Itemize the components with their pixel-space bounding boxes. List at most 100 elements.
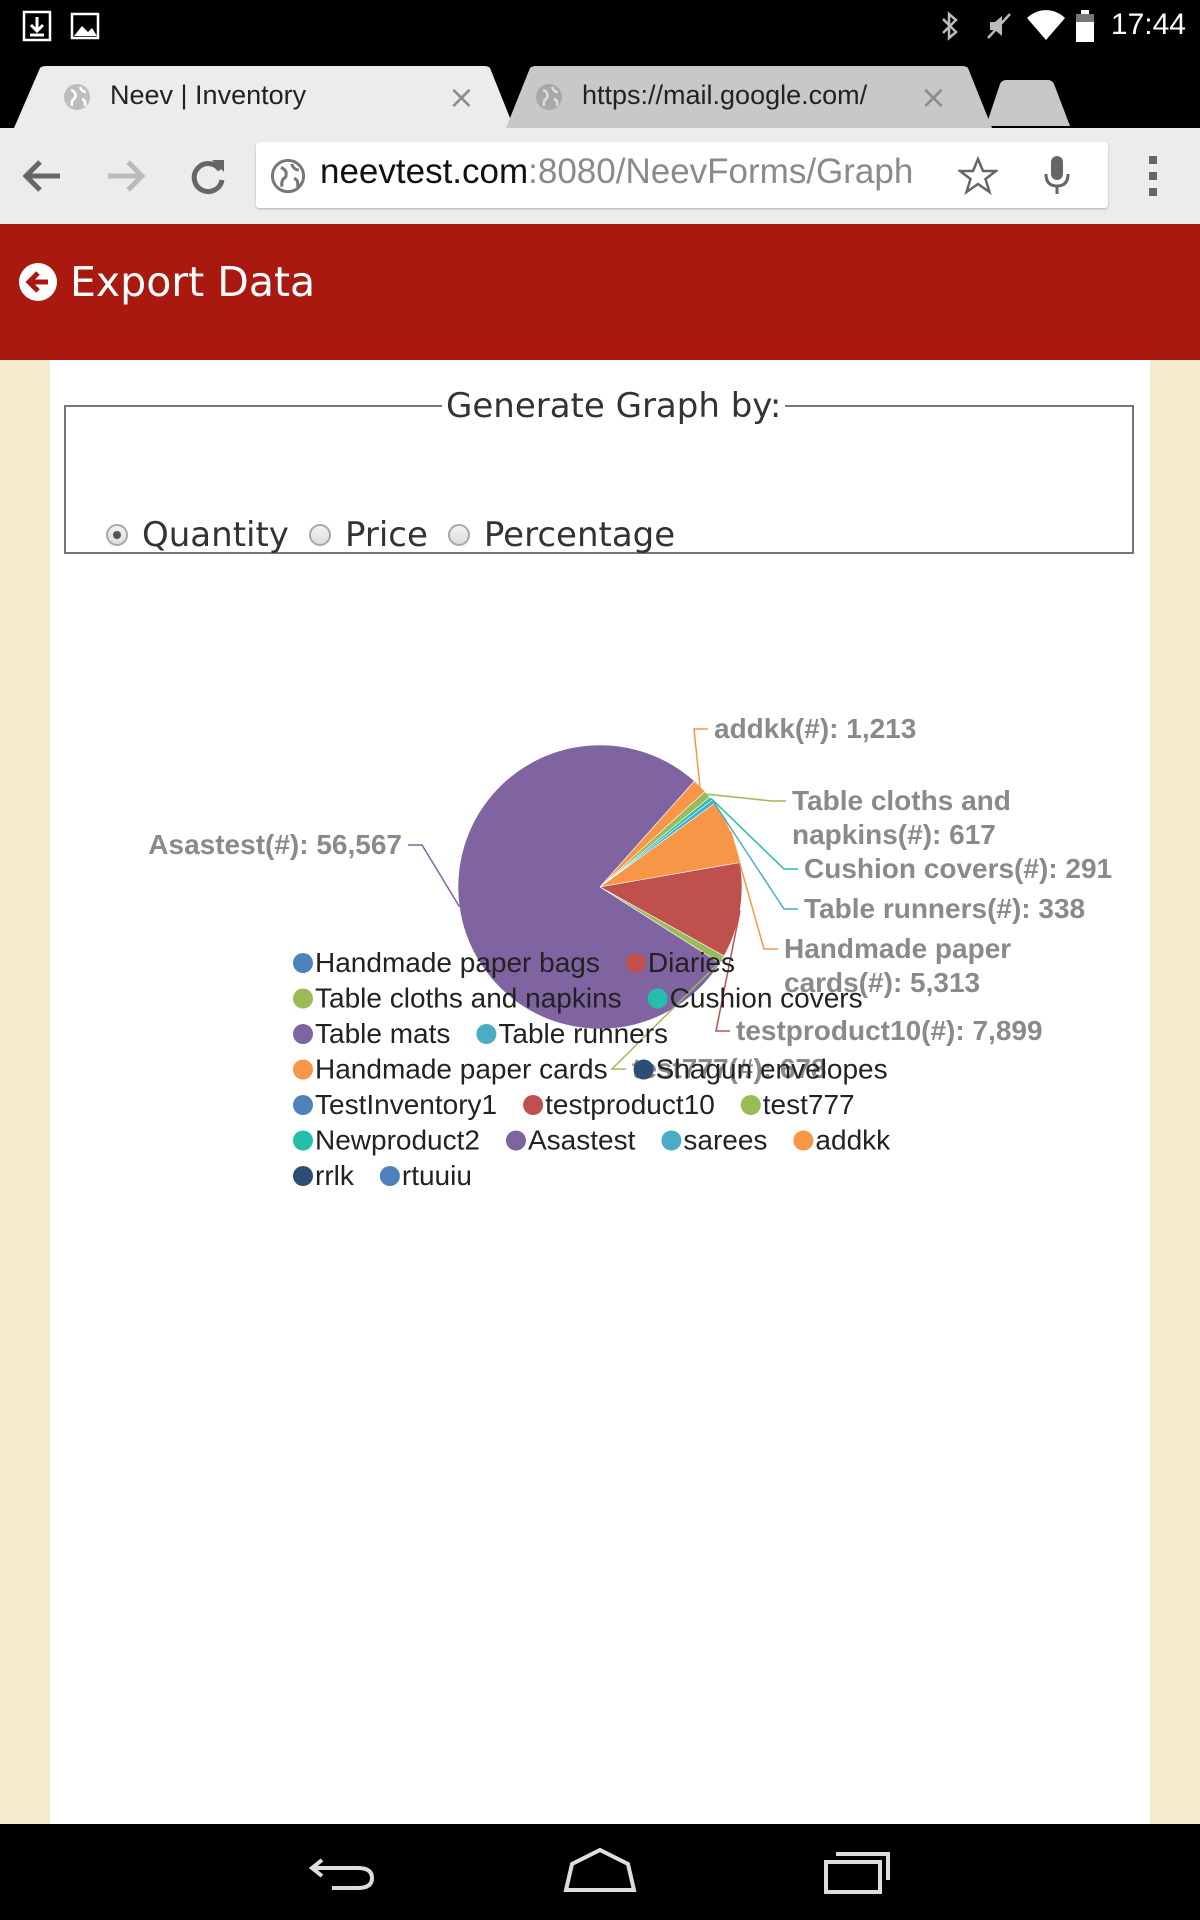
url-path: :8080/NeevForms/Graph — [528, 152, 914, 191]
data-label-line: napkins(#): 617 — [792, 819, 996, 850]
globe-icon — [64, 84, 90, 110]
legend-item-newproduct2[interactable]: Newproduct2 — [315, 1125, 480, 1156]
tab-shape — [14, 66, 514, 128]
legend-marker-cushion-covers[interactable] — [647, 988, 668, 1009]
data-labels: addkk(#): 1,213 Table cloths and napkins(#… — [148, 713, 1112, 1084]
legend-marker-testproduct10[interactable] — [523, 1095, 544, 1115]
menu-icon[interactable] — [1146, 154, 1160, 198]
pie-slices — [457, 744, 743, 1030]
legend-marker-shagun-envelopes[interactable] — [633, 1059, 654, 1080]
legend-marker-test777[interactable] — [740, 1095, 761, 1115]
radio-price[interactable] — [308, 524, 331, 546]
data-label-asastest: Asastest(#): 56,567 — [148, 829, 402, 860]
legend-marker-handmade-paper-cards[interactable] — [293, 1059, 313, 1080]
data-label-line: Handmade paper — [784, 933, 1011, 964]
bluetooth-icon — [942, 11, 958, 41]
address-bar[interactable]: neevtest.com:8080/NeevForms/Graph — [256, 142, 1108, 208]
data-label-handmade-paper-cards: Handmade paper cards(#): 5,313 — [784, 933, 1011, 998]
new-tab-button[interactable] — [986, 80, 1070, 126]
legend-item-testinventory1[interactable]: TestInventory1 — [315, 1089, 497, 1120]
close-tab-icon[interactable]: × — [920, 78, 947, 116]
legend-marker-rtuuiu[interactable] — [379, 1166, 400, 1186]
data-label-line: test777(#): 678 — [632, 1053, 827, 1084]
content-panel: Generate Graph by: Quantity Price Percen… — [50, 360, 1150, 1824]
legend-marker-handmade-paper-bags[interactable] — [293, 953, 313, 973]
back-icon[interactable] — [20, 158, 64, 194]
leader-line-handmade-paper-cards — [729, 831, 778, 950]
data-label-table-cloths-and-napkins: Table cloths and napkins(#): 617 — [792, 785, 1011, 850]
status-bar: 17:44 — [0, 0, 1200, 52]
globe-icon — [536, 84, 562, 110]
data-label-test777: test777(#): 678 — [632, 1053, 827, 1084]
forward-icon[interactable] — [104, 158, 148, 194]
legend-marker-newproduct2[interactable] — [293, 1130, 313, 1151]
radio-quantity[interactable] — [106, 524, 128, 546]
graph-by-legend: Generate Graph by: — [446, 386, 782, 426]
legend-item-handmade-paper-cards[interactable]: Handmade paper cards — [315, 1054, 608, 1085]
radio-percentage-label[interactable]: Percentage — [483, 515, 676, 555]
leader-line-table-cloths-and-napkins — [707, 793, 786, 802]
recents-nav-icon[interactable] — [822, 1846, 892, 1896]
wifi-icon — [1027, 10, 1065, 40]
legend-marker-table-cloths-and-napkins[interactable] — [293, 988, 313, 1009]
legend-item-table-cloths-and-napkins[interactable]: Table cloths and napkins — [315, 983, 622, 1014]
data-label-line: Asastest(#): 56,567 — [148, 829, 402, 860]
reload-icon[interactable] — [188, 156, 228, 196]
back-arrow-icon[interactable] — [18, 262, 58, 302]
legend-marker-sarees[interactable] — [661, 1130, 682, 1151]
legend-marker-testinventory1[interactable] — [293, 1095, 313, 1115]
browser-toolbar: neevtest.com:8080/NeevForms/Graph — [0, 128, 1200, 226]
legend-marker-rrlk[interactable] — [293, 1166, 313, 1186]
leader-lines — [408, 728, 798, 1070]
tab-title: https://mail.google.com/ — [582, 80, 868, 110]
legend-item-test777[interactable]: test777 — [763, 1089, 855, 1120]
radio-price-label[interactable]: Price — [344, 515, 428, 555]
legend-item-cushion-covers[interactable]: Cushion covers — [670, 983, 863, 1014]
data-label-line: cards(#): 5,313 — [784, 967, 980, 998]
muted-icon — [987, 13, 1011, 39]
battery-icon — [1076, 10, 1094, 42]
legend-item-shagun-envelopes[interactable]: Shagun envelopes — [656, 1054, 888, 1085]
legend-item-handmade-paper-bags[interactable]: Handmade paper bags — [315, 947, 600, 978]
radio-percentage[interactable] — [447, 524, 470, 546]
chart-legend: Handmade paper bags Diaries Table cloths a… — [293, 947, 891, 1191]
data-label-cushion-covers: Cushion covers(#): 291 — [804, 853, 1112, 884]
data-label-line: Cushion covers(#): 291 — [804, 853, 1112, 884]
leader-line-addkk — [693, 728, 708, 787]
navigation-bar — [0, 1824, 1200, 1920]
data-label-line: testproduct10(#): 7,899 — [736, 1015, 1043, 1046]
legend-marker-diaries[interactable] — [625, 953, 646, 973]
legend-marker-asastest[interactable] — [505, 1130, 526, 1151]
back-nav-icon[interactable] — [308, 1852, 378, 1892]
legend-item-diaries[interactable]: Diaries — [648, 947, 735, 978]
legend-marker-table-mats[interactable] — [293, 1024, 313, 1044]
legend-item-sarees[interactable]: sarees — [683, 1125, 767, 1156]
image-icon — [70, 12, 100, 40]
data-label-line: Table cloths and — [792, 785, 1011, 816]
legend-item-asastest[interactable]: Asastest — [528, 1125, 636, 1156]
tab-neev-inventory[interactable]: Neev | Inventory × — [14, 66, 514, 128]
radio-quantity-label[interactable]: Quantity — [142, 515, 289, 555]
globe-icon — [270, 158, 306, 194]
legend-item-rrlk[interactable]: rrlk — [315, 1160, 355, 1191]
url-host: neevtest.com — [320, 152, 529, 191]
legend-item-addkk[interactable]: addkk — [815, 1125, 891, 1156]
legend-item-table-mats[interactable]: Table mats — [315, 1018, 450, 1049]
legend-item-testproduct10[interactable]: testproduct10 — [545, 1089, 715, 1120]
close-tab-icon[interactable]: × — [448, 78, 475, 116]
legend-item-table-runners[interactable]: Table runners — [498, 1018, 668, 1049]
tab-strip: Neev | Inventory × https://mail.google.c… — [0, 52, 1200, 128]
leader-line-asastest — [408, 844, 461, 907]
microphone-icon[interactable] — [1042, 154, 1072, 198]
download-icon — [22, 10, 52, 42]
graph-by-options: Quantity Price Percentage — [106, 510, 695, 560]
url-text[interactable]: neevtest.com:8080/NeevForms/Graph — [320, 152, 940, 192]
tab-gmail[interactable]: https://mail.google.com/ × — [506, 66, 992, 128]
legend-item-rtuuiu[interactable]: rtuuiu — [402, 1160, 472, 1191]
legend-marker-addkk[interactable] — [793, 1130, 814, 1151]
data-label-line: Table runners(#): 338 — [804, 893, 1085, 924]
graph-by-fieldset: Generate Graph by: Quantity Price Percen… — [64, 386, 1134, 555]
home-nav-icon[interactable] — [562, 1846, 638, 1894]
legend-marker-table-runners[interactable] — [476, 1024, 497, 1044]
bookmark-star-icon[interactable] — [958, 156, 998, 196]
